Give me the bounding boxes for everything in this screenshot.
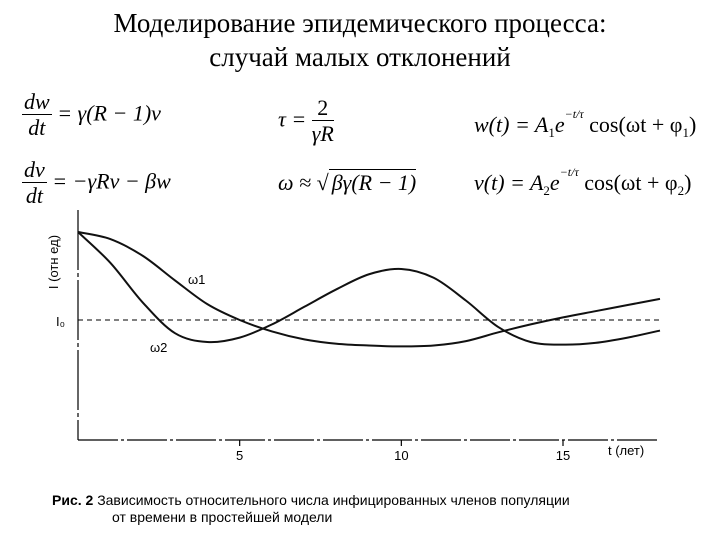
v-e: e <box>549 170 560 195</box>
omega-lhs: ω ≈ <box>278 170 312 195</box>
y-axis-label: I (отн ед) <box>46 235 61 289</box>
title-line-2: случай малых отклонений <box>209 42 511 72</box>
x-tick-label-5: 5 <box>236 448 243 463</box>
equation-dv-dt: dv dt = −γRv − βw <box>22 158 171 209</box>
dv-rhs: = −γRv − βw <box>52 168 171 194</box>
tau-denominator: γR <box>311 121 334 146</box>
x-axis-label: t (лет) <box>608 443 644 458</box>
dw-rhs: = γ(R − 1)v <box>57 100 161 126</box>
equation-dw-dt: dw dt = γ(R − 1)v <box>22 90 161 141</box>
slide-title: Моделирование эпидемического процесса: с… <box>0 6 720 74</box>
v-cos: cos(ωt + φ <box>584 170 678 195</box>
equation-tau: τ = 2 γR <box>278 96 334 147</box>
x-tick-label-10: 10 <box>394 448 408 463</box>
chart-series-layer <box>77 231 661 348</box>
w-lhs: w(t) = A <box>474 112 549 137</box>
equation-omega: ω ≈ √ βγ(R − 1) <box>278 169 417 196</box>
equation-w-t: w(t) = A1e−t/τ cos(ωt + φ1) <box>474 107 697 140</box>
sqrt-icon: √ <box>316 170 329 195</box>
v-close: ) <box>684 170 692 195</box>
v-amp-sub: 2 <box>543 183 550 198</box>
v-exponent: −t/τ <box>559 165 579 179</box>
v-lhs: v(t) = A <box>474 170 544 195</box>
w-e: e <box>554 112 565 137</box>
caption-text-line-1: Зависимость относительного числа инфицир… <box>97 492 570 508</box>
tau-lhs: τ = <box>278 106 307 132</box>
w-exponent: −t/τ <box>564 107 584 121</box>
chart-axes <box>77 210 660 446</box>
w-close: ) <box>689 112 697 137</box>
reference-label: I₀ <box>56 314 65 329</box>
caption-text-line-2: от времени в простейшей модели <box>112 509 333 525</box>
dw-numerator: dw <box>22 89 52 115</box>
x-tick-label-15: 15 <box>556 448 570 463</box>
title-line-1: Моделирование эпидемического процесса: <box>113 8 607 38</box>
v-phi-sub: 2 <box>677 183 685 198</box>
series-label-2: ω2 <box>150 340 167 355</box>
w-amp-sub: 1 <box>548 125 555 140</box>
dv-denominator: dt <box>25 183 43 208</box>
chart-labels: 5 10 15 I (отн ед) t (лет) I₀ ω1 ω2 <box>46 235 644 463</box>
w-phi-sub: 1 <box>682 125 690 140</box>
series-line-1 <box>77 231 661 348</box>
caption-label: Рис. 2 <box>52 492 94 508</box>
dw-denominator: dt <box>28 115 46 140</box>
tau-numerator: 2 <box>311 96 334 121</box>
w-cos: cos(ωt + φ <box>589 112 683 137</box>
dv-numerator: dv <box>22 157 47 183</box>
series-line-2 <box>77 231 661 346</box>
figure-caption: Рис. 2 Зависимость относительного числа … <box>52 492 692 526</box>
series-label-1: ω1 <box>188 272 205 287</box>
equation-v-t: v(t) = A2e−t/τ cos(ωt + φ2) <box>474 165 692 198</box>
omega-sqrt-content: βγ(R − 1) <box>328 169 417 195</box>
